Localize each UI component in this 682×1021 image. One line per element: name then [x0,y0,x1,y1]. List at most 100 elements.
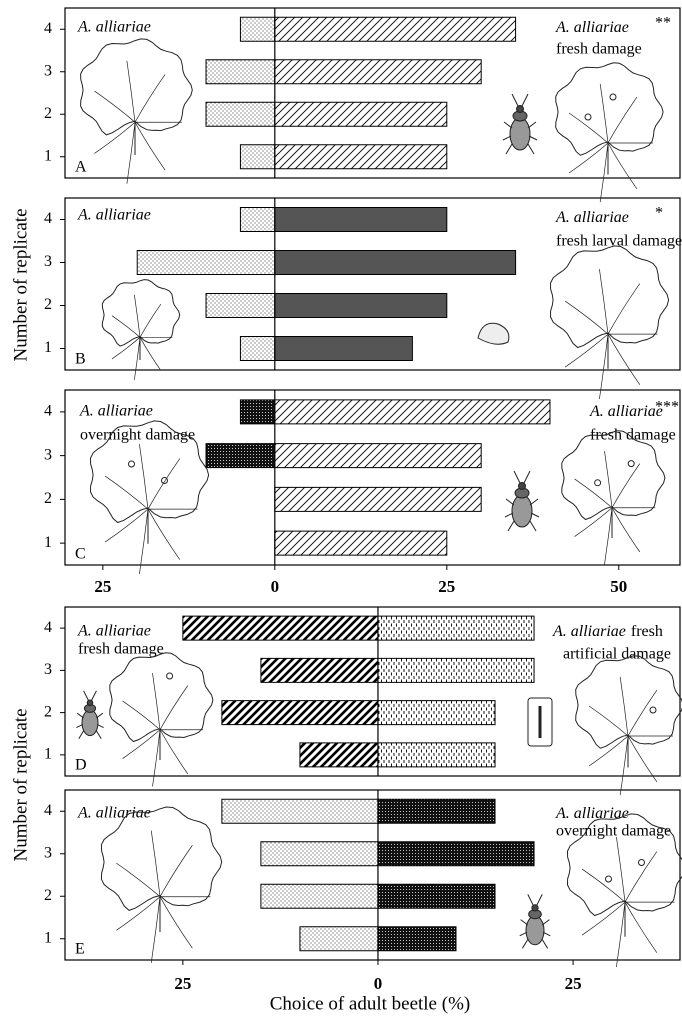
leaf [109,652,214,743]
leaf-vein [139,304,162,338]
leaf-vein [139,337,162,371]
leaf-vein [627,735,658,783]
right-suffix: fresh [631,623,663,640]
bar [260,883,379,909]
leaf-vein [574,478,613,509]
panel-letter: A [75,159,87,176]
panel-letter: D [75,757,87,774]
bar [274,486,482,512]
panel-letter: E [75,941,85,958]
y-tick-label: 3 [44,253,52,270]
bar [205,101,276,127]
y-tick-label: 2 [44,490,52,507]
leaf-damage [609,93,617,101]
beetle-leg [91,690,104,740]
bar [274,101,448,127]
right-label: A. alliariae [555,19,629,36]
beetle-head [516,105,524,113]
leaf-vein [581,868,626,903]
y-tick-label: 1 [44,746,52,763]
bar [377,657,535,683]
leaf-damage [638,859,645,866]
y-tick-label: 3 [44,661,52,678]
leaf-vein [116,896,161,931]
leaf-vein [624,901,658,953]
leaf-vein [159,729,189,775]
y-tick-label: 3 [44,62,52,79]
leaf-vein [607,96,638,144]
leaf-vein [616,837,626,903]
bar [274,443,482,469]
leaf-vein [599,83,609,144]
leaf-vein [104,475,149,510]
bar [260,841,379,867]
beetle-leg [523,470,540,532]
leaf-vein [604,450,613,508]
y-tick-label: 2 [44,703,52,720]
right-label: A. alliariae fresh [552,623,663,640]
leaf-vein [568,112,609,144]
x-axis-label: Choice of adult beetle (%) [270,993,470,1014]
leaf-vein [159,845,193,897]
leaf-vein [616,902,626,968]
significance: ** [655,15,671,32]
bar [221,798,379,824]
y-tick-label: 4 [44,802,52,819]
leaf-vein [147,458,181,510]
right-label: A. alliariae [589,403,663,420]
leaf [100,806,223,911]
leaf-damage [627,460,635,468]
bar [299,926,379,952]
left-label: A. alliariae [79,403,153,420]
bar [377,700,496,726]
y-tick-label: 4 [44,619,52,636]
y-tick-label: 2 [44,296,52,313]
beetle-leg [504,470,521,532]
right-sublabel: fresh larval damage [556,233,682,250]
leaf-damage [605,875,612,883]
bar [274,293,448,318]
leaf [555,62,664,156]
leaf-vein [599,269,609,335]
leaf-vein [619,735,629,796]
bar [205,293,276,318]
bar [182,615,379,641]
right-sublabel: fresh damage [556,41,642,58]
leaf-vein [624,851,658,903]
beetle-body [81,709,99,737]
y-tick-label: 1 [44,147,52,164]
beetle-leg [536,894,551,949]
leaf-damage [594,479,602,487]
bar [377,926,457,952]
left-label: A. alliariae [77,207,151,224]
leaf-vein [627,689,658,737]
y-tick-label: 3 [44,844,52,861]
leaf-vein [619,676,629,737]
leaf-vein [111,337,141,360]
leaf-vein [568,142,609,174]
leaf-vein [111,315,141,338]
panel-letter: C [75,546,86,563]
left-sublabel: overnight damage [80,427,195,444]
beetle-leg [502,93,519,155]
left-label: A. alliariae [77,623,151,640]
leaf-vein [139,444,149,510]
leaf-vein [134,74,166,123]
left-label: A. alliariae [77,19,151,36]
leaf-vein [604,507,613,565]
bar [221,700,379,726]
leaf-vein [599,334,609,400]
beetle-leg [76,690,89,740]
bar [205,59,276,85]
bar [377,742,496,768]
significance: * [655,205,663,222]
leaf-vein [122,729,161,759]
y-tick-label: 3 [44,446,52,463]
leaf-vein [607,142,638,190]
leaf-vein [147,508,181,560]
y-tick-label: 4 [44,403,52,420]
leaf-vein [94,90,136,123]
bar [274,530,448,556]
leaf-vein [159,685,189,730]
